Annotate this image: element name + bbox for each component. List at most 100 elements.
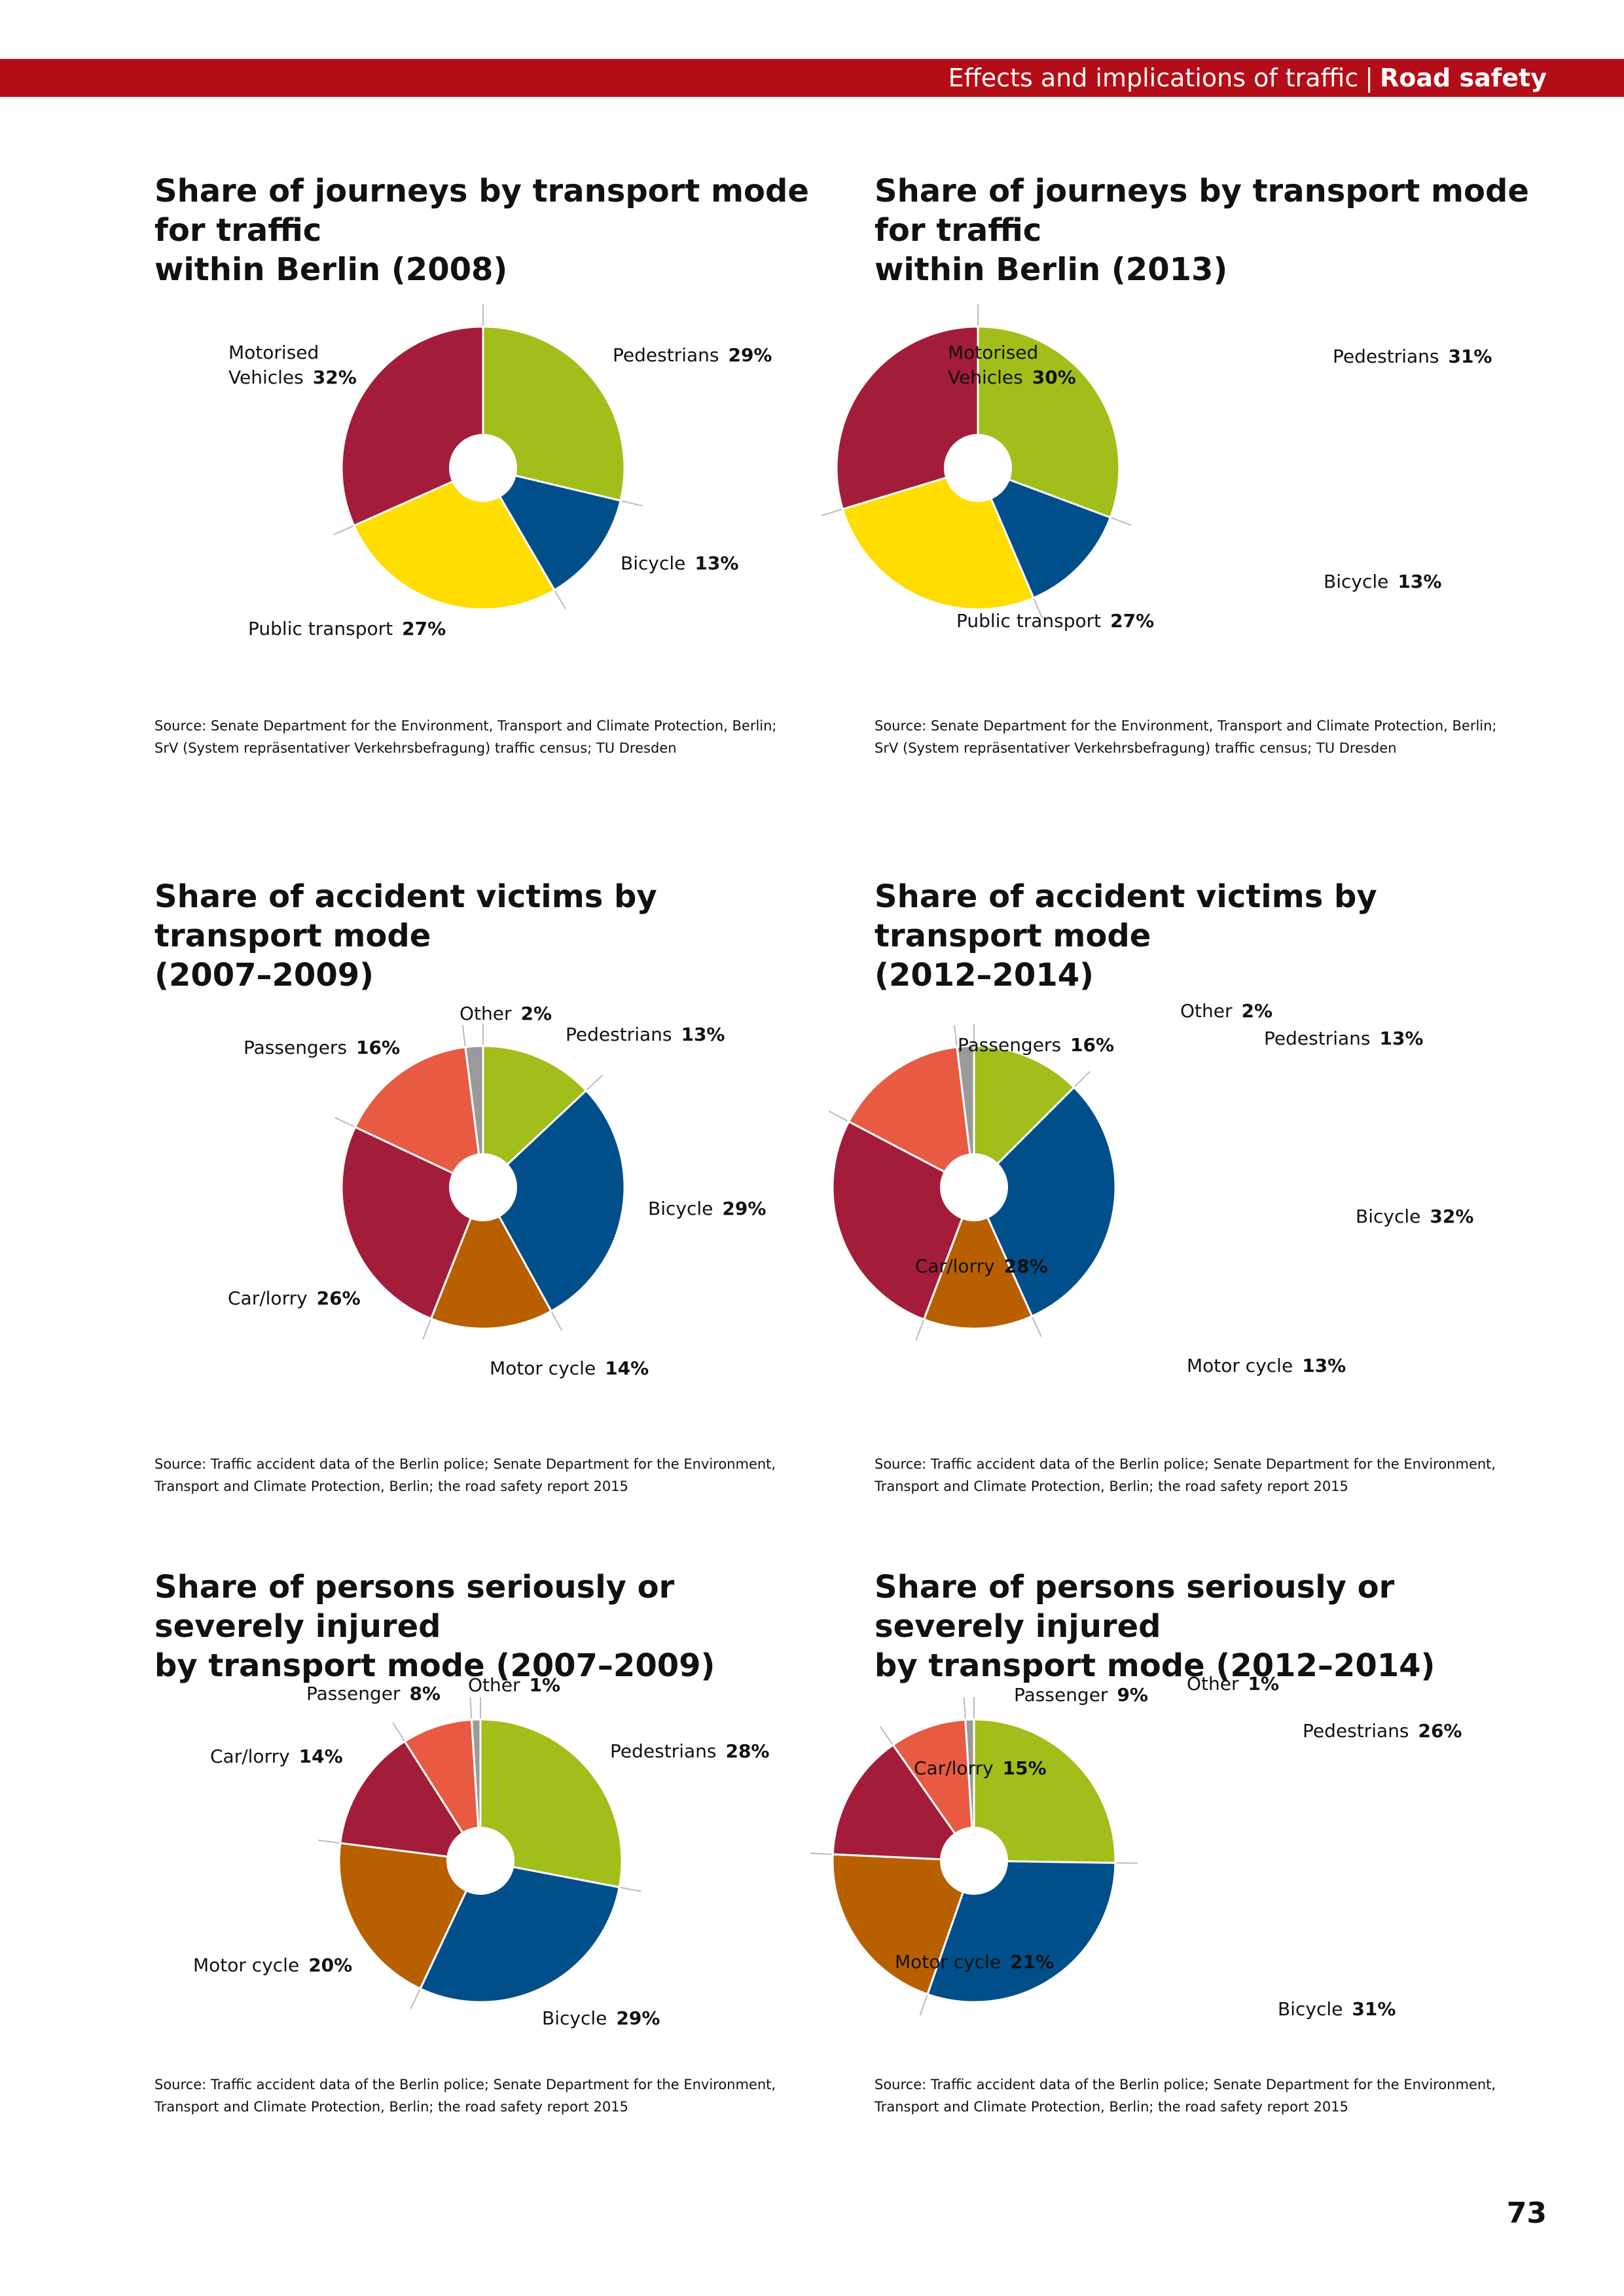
pie-slice-motorised-vehicles bbox=[340, 325, 484, 528]
panel-journeys-2008: Share of journeys by transport mode for … bbox=[154, 171, 822, 800]
slice-label-text: Vehicles bbox=[948, 367, 1023, 388]
source-note: Source: Senate Department for the Enviro… bbox=[875, 715, 1581, 759]
header-section: Effects and implications of traffic bbox=[948, 63, 1359, 92]
leader-line bbox=[392, 1722, 407, 1744]
slice-label-text: Passengers bbox=[958, 1034, 1061, 1056]
pie-slice-bicycle bbox=[973, 1086, 1117, 1318]
source-line: SrV (System repräsentativer Verkehrsbefr… bbox=[875, 740, 1397, 756]
slice-label-text: Other bbox=[1180, 1000, 1233, 1022]
pie-centre-hole bbox=[449, 434, 517, 502]
pie-slice-car-lorry bbox=[340, 1126, 484, 1320]
leader-line bbox=[1108, 516, 1132, 526]
leader-line bbox=[617, 1886, 641, 1892]
panel-injured-2012-2014: Share of persons seriously or severely i… bbox=[810, 1568, 1542, 2196]
pie-slice-pedestrians bbox=[973, 1718, 1117, 1864]
pie-centre-hole bbox=[446, 1827, 514, 1895]
slice-value-label: 16% bbox=[1070, 1034, 1114, 1056]
slice-label-public-transport: Public transport 27% bbox=[956, 610, 1154, 632]
slice-value-label: 27% bbox=[402, 618, 446, 639]
slice-value-label: 8% bbox=[409, 1683, 441, 1704]
slice-label-text: Pedestrians bbox=[1333, 346, 1439, 367]
pie-slice-car-lorry bbox=[339, 1740, 482, 1862]
slice-value-label: 26% bbox=[317, 1287, 361, 1309]
pie-slice-passengers bbox=[847, 1045, 975, 1189]
slice-label-passenger: Passenger 8% bbox=[306, 1683, 441, 1704]
chart-title-line: (2012–2014) bbox=[875, 957, 1094, 994]
slice-label-other: Other 1% bbox=[468, 1674, 560, 1696]
chart-title-journeys-2008: Share of journeys by transport mode for … bbox=[154, 171, 822, 289]
chart-title-line: Share of journeys by transport mode for … bbox=[875, 173, 1529, 249]
leader-line bbox=[879, 1726, 895, 1748]
pie-slice-pedestrians bbox=[977, 325, 1121, 519]
leader-line bbox=[549, 1308, 563, 1331]
slice-value-label: 13% bbox=[695, 552, 738, 574]
source-line: Source: Traffic accident data of the Ber… bbox=[875, 1456, 1496, 1472]
leader-line bbox=[1072, 1071, 1091, 1090]
source-line: Source: Senate Department for the Enviro… bbox=[875, 718, 1497, 734]
slice-label-motorised-vehicles: Motorised Vehicles 30% bbox=[948, 342, 1076, 388]
leader-line bbox=[919, 1991, 929, 2016]
slice-label-text: Public transport bbox=[248, 618, 393, 639]
leader-line bbox=[963, 1697, 967, 1723]
source-line: Transport and Climate Protection, Berlin… bbox=[154, 2099, 628, 2115]
slice-label-text: Car/lorry bbox=[914, 1757, 994, 1779]
leader-line bbox=[953, 1024, 958, 1050]
pie-chart: Pedestrians 31% Bicycle 13% Public transport… bbox=[821, 304, 1492, 632]
source-note: Source: Traffic accident data of the Ber… bbox=[154, 1453, 861, 1498]
slice-value-label: 2% bbox=[1242, 1000, 1273, 1022]
slice-label-passenger: Passenger 9% bbox=[1014, 1684, 1148, 1706]
slice-value-label: 13% bbox=[681, 1024, 725, 1045]
slice-label-pedestrians: Pedestrians 28% bbox=[610, 1740, 770, 1762]
slice-value-label: 32% bbox=[1430, 1206, 1473, 1227]
slice-label-text: Public transport bbox=[956, 610, 1101, 632]
slice-label-text: Bicycle bbox=[1278, 1998, 1343, 2020]
slice-value-label: 27% bbox=[1110, 610, 1154, 632]
pie-centre-hole bbox=[449, 1153, 517, 1221]
pie-slice-other bbox=[470, 1718, 482, 1861]
slice-value-label: 16% bbox=[356, 1037, 400, 1058]
pie-slice-bicycle bbox=[926, 1859, 1117, 2003]
slice-value-label: 29% bbox=[616, 2007, 660, 2029]
slice-label-text: Bicycle bbox=[1356, 1206, 1420, 1227]
chart-title-injured-2007-2009: Share of persons seriously or severely i… bbox=[154, 1568, 822, 1685]
pie-slice-passengers bbox=[353, 1046, 484, 1189]
source-line: SrV (System repräsentativer Verkehrsbefr… bbox=[154, 740, 677, 756]
slice-value-label: 13% bbox=[1379, 1028, 1423, 1049]
slice-value-label: 1% bbox=[530, 1674, 561, 1696]
slice-label-bicycle: Bicycle 13% bbox=[1324, 571, 1441, 592]
source-line: Transport and Climate Protection, Berlin… bbox=[875, 1479, 1348, 1494]
slice-value-label: 2% bbox=[521, 1003, 552, 1024]
slice-label-text: Motor cycle bbox=[193, 1954, 299, 1976]
slice-value-label: 1% bbox=[1248, 1673, 1280, 1695]
chart-title-accidents-2007-2009: Share of accident victims by transport m… bbox=[154, 877, 822, 995]
slice-label-motorised-vehicles: Motorised Vehicles 32% bbox=[228, 342, 357, 388]
chart-title-line: Share of persons seriously or severely i… bbox=[154, 1569, 675, 1645]
slice-label-text: Vehicles bbox=[228, 367, 304, 388]
pie-slice-motor-cycle bbox=[831, 1853, 976, 1996]
chart-title-line: within Berlin (2013) bbox=[875, 251, 1228, 288]
leader-line bbox=[821, 507, 846, 516]
slice-label-text: Passengers bbox=[244, 1037, 347, 1058]
slice-value-label: 15% bbox=[1003, 1757, 1047, 1779]
source-line: Transport and Climate Protection, Berlin… bbox=[154, 1479, 628, 1494]
source-line: Source: Senate Department for the Enviro… bbox=[154, 718, 777, 734]
slice-label-other: Other 2% bbox=[1180, 1000, 1272, 1022]
chart-title-accidents-2012-2014: Share of accident victims by transport m… bbox=[875, 877, 1542, 995]
pie-slice-passenger bbox=[892, 1718, 975, 1865]
source-note: Source: Traffic accident data of the Ber… bbox=[154, 2073, 861, 2118]
leader-line bbox=[410, 1986, 422, 2009]
slice-label-text: Motor cycle bbox=[895, 1951, 1001, 1973]
slice-value-label: 29% bbox=[722, 1198, 766, 1219]
slice-label-car-lorry: Car/lorry 14% bbox=[210, 1746, 343, 1767]
pie-slice-pedestrians bbox=[973, 1045, 1075, 1190]
source-note: Source: Senate Department for the Enviro… bbox=[154, 715, 861, 759]
slice-label-motor-cycle: Motor cycle 14% bbox=[490, 1357, 649, 1379]
leader-line bbox=[1032, 595, 1043, 619]
leader-line bbox=[618, 499, 643, 507]
slice-label-other: Other 1% bbox=[1187, 1673, 1279, 1695]
pie-chart: Pedestrians 13% Bicycle 29% Motor cycle 14% Ca… bbox=[228, 1003, 766, 1379]
slice-label-pedestrians: Pedestrians 29% bbox=[613, 344, 772, 366]
slice-label-pedestrians: Pedestrians 26% bbox=[1303, 1720, 1462, 1742]
slice-label-text: Car/lorry bbox=[915, 1255, 995, 1277]
pie-slice-bicycle bbox=[480, 466, 622, 592]
